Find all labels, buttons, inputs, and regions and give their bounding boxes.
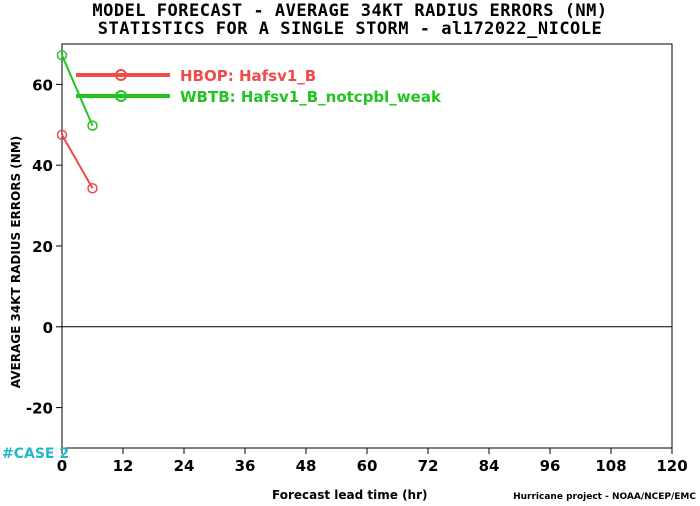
x-tick-label: 48 [296, 457, 317, 475]
data-point [56, 129, 68, 141]
x-axis-label: Forecast lead time (hr) [272, 488, 428, 502]
data-point [87, 120, 98, 131]
data-point [56, 50, 68, 61]
x-tick-label: 12 [113, 457, 134, 475]
x-tick-label: 60 [357, 457, 378, 475]
tick-marks: 0 12 24 36 48 60 72 84 96 108 120 -20 0 20 40 60 [26, 76, 688, 475]
x-tick-label: 108 [595, 457, 626, 475]
series-2 [56, 50, 98, 131]
chart-title: MODEL FORECAST - AVERAGE 34KT RADIUS ERR… [92, 1, 608, 21]
y-tick-label: 0 [43, 319, 53, 337]
series-1 [56, 129, 98, 194]
y-axis-label: AVERAGE 34KT RADIUS ERRORS (NM) [9, 136, 23, 388]
x-tick-label: 84 [479, 457, 500, 475]
credit-text: Hurricane project - NOAA/NCEP/EMC [513, 492, 696, 502]
legend-label: HBOP: Hafsv1_B [180, 67, 316, 85]
x-tick-label: 24 [174, 457, 195, 475]
legend-marker [115, 69, 127, 81]
y-tick-label: 60 [32, 76, 53, 94]
legend-marker [115, 90, 127, 102]
x-tick-label: 96 [540, 457, 561, 475]
legend-label: WBTB: Hafsv1_B_notcpbl_weak [180, 88, 442, 106]
x-tick-label: 72 [418, 457, 439, 475]
y-tick-label: 40 [32, 157, 53, 175]
y-tick-label: -20 [26, 400, 53, 418]
chart-subtitle: STATISTICS FOR A SINGLE STORM - al172022… [97, 19, 603, 39]
y-tick-label: 20 [32, 238, 53, 256]
x-tick-label: 120 [656, 457, 687, 475]
series-line [61, 54, 94, 127]
case-label: #CASE 2 [2, 446, 70, 462]
series-line [61, 134, 94, 189]
data-point [87, 182, 98, 194]
legend: HBOP: Hafsv1_B WBTB: Hafsv1_B_notcpbl_wea… [76, 67, 442, 106]
x-tick-label: 36 [235, 457, 256, 475]
x-tick-label: 0 [57, 457, 67, 475]
series-group [56, 50, 98, 194]
